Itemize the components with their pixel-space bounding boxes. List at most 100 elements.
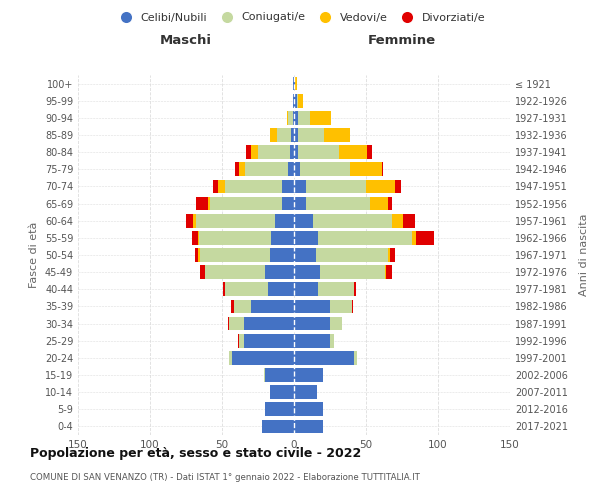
Bar	[288, 162, 294, 176]
Bar	[262, 420, 294, 434]
Bar	[218, 180, 225, 194]
Bar	[294, 94, 297, 108]
Bar	[225, 282, 268, 296]
Bar	[385, 266, 386, 279]
Bar	[324, 128, 350, 142]
Bar	[269, 386, 294, 399]
Y-axis label: Fasce di età: Fasce di età	[29, 222, 39, 288]
Bar	[269, 128, 277, 142]
Bar	[225, 180, 283, 194]
Bar	[294, 402, 323, 416]
Bar	[294, 214, 313, 228]
Bar	[239, 162, 245, 176]
Bar	[298, 128, 324, 142]
Bar	[305, 196, 370, 210]
Bar	[320, 266, 385, 279]
Bar	[193, 214, 196, 228]
Bar	[205, 266, 265, 279]
Bar	[416, 231, 434, 244]
Text: Maschi: Maschi	[160, 34, 212, 48]
Bar	[230, 300, 233, 314]
Bar	[265, 402, 294, 416]
Bar	[294, 231, 319, 244]
Bar	[291, 128, 294, 142]
Bar	[228, 316, 229, 330]
Bar	[287, 111, 288, 124]
Bar	[293, 111, 294, 124]
Bar	[367, 146, 372, 159]
Bar	[251, 146, 258, 159]
Bar	[294, 128, 298, 142]
Bar	[294, 162, 300, 176]
Bar	[244, 316, 294, 330]
Bar	[395, 180, 401, 194]
Bar	[192, 231, 197, 244]
Bar	[350, 162, 382, 176]
Bar	[251, 300, 294, 314]
Bar	[294, 111, 298, 124]
Bar	[235, 162, 239, 176]
Bar	[275, 214, 294, 228]
Bar	[355, 282, 356, 296]
Bar	[313, 214, 392, 228]
Bar	[319, 282, 355, 296]
Bar	[186, 214, 193, 228]
Bar	[305, 180, 366, 194]
Bar	[239, 334, 244, 347]
Bar	[300, 162, 350, 176]
Bar	[264, 368, 265, 382]
Bar	[298, 111, 310, 124]
Bar	[265, 368, 294, 382]
Bar	[290, 146, 294, 159]
Bar	[388, 196, 392, 210]
Bar	[352, 300, 353, 314]
Legend: Celibi/Nubili, Coniugati/e, Vedovi/e, Divorziati/e: Celibi/Nubili, Coniugati/e, Vedovi/e, Di…	[110, 8, 490, 27]
Bar	[294, 316, 330, 330]
Bar	[294, 368, 323, 382]
Bar	[294, 334, 330, 347]
Bar	[232, 351, 294, 364]
Bar	[293, 94, 294, 108]
Text: COMUNE DI SAN VENANZO (TR) - Dati ISTAT 1° gennaio 2022 - Elaborazione TUTTITALI: COMUNE DI SAN VENANZO (TR) - Dati ISTAT …	[30, 473, 420, 482]
Bar	[200, 248, 269, 262]
Bar	[382, 162, 383, 176]
Bar	[247, 146, 251, 159]
Bar	[265, 266, 294, 279]
Bar	[196, 196, 208, 210]
Bar	[294, 386, 317, 399]
Bar	[293, 76, 294, 90]
Bar	[294, 146, 298, 159]
Bar	[211, 196, 283, 210]
Bar	[283, 180, 294, 194]
Bar	[294, 180, 305, 194]
Bar	[330, 316, 341, 330]
Bar	[294, 300, 330, 314]
Bar	[319, 231, 412, 244]
Bar	[338, 146, 367, 159]
Bar	[386, 266, 392, 279]
Bar	[294, 282, 319, 296]
Bar	[229, 351, 232, 364]
Bar	[245, 162, 288, 176]
Bar	[298, 94, 302, 108]
Bar	[295, 76, 297, 90]
Bar	[412, 231, 416, 244]
Bar	[391, 248, 395, 262]
Bar	[229, 316, 244, 330]
Bar	[194, 248, 197, 262]
Bar	[388, 248, 391, 262]
Bar	[298, 146, 338, 159]
Bar	[294, 420, 323, 434]
Y-axis label: Anni di nascita: Anni di nascita	[579, 214, 589, 296]
Bar	[238, 334, 239, 347]
Bar	[370, 196, 388, 210]
Text: Popolazione per età, sesso e stato civile - 2022: Popolazione per età, sesso e stato civil…	[30, 448, 361, 460]
Bar	[316, 248, 388, 262]
Bar	[310, 111, 331, 124]
Bar	[196, 214, 275, 228]
Text: Femmine: Femmine	[368, 34, 436, 48]
Bar	[330, 334, 334, 347]
Bar	[271, 231, 294, 244]
Bar	[214, 180, 218, 194]
Bar	[403, 214, 415, 228]
